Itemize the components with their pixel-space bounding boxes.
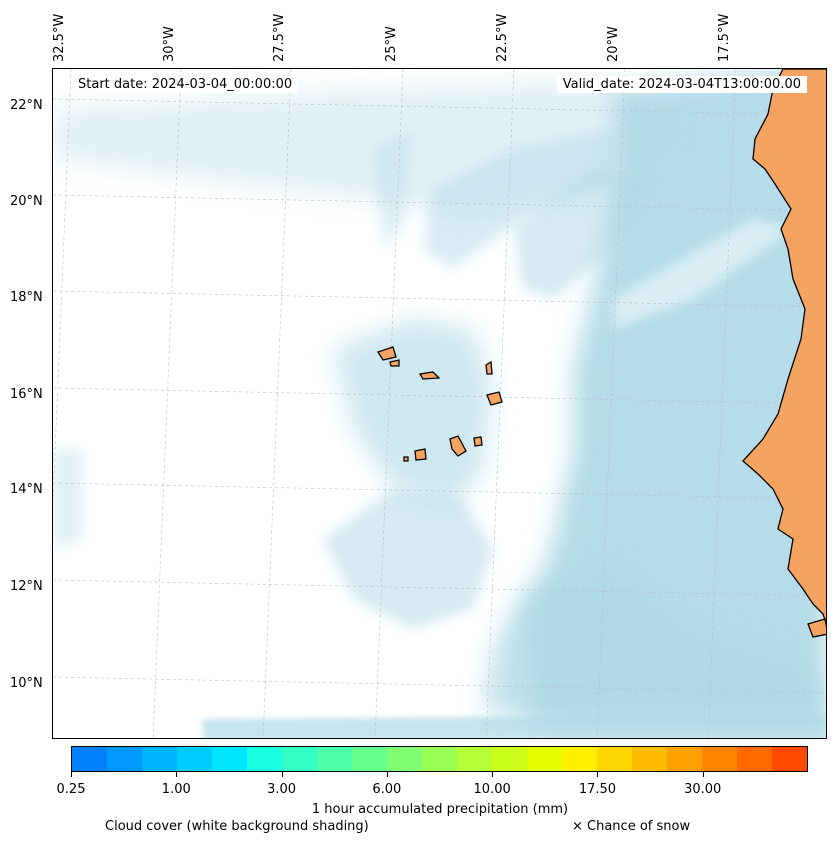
cloud-west-edge	[53, 449, 83, 549]
cape-verde-maio	[473, 436, 483, 447]
colorbar-label: 1 hour accumulated precipitation (mm)	[311, 802, 569, 817]
cape-verde-brava	[403, 456, 409, 462]
africa-coast	[742, 69, 826, 626]
clear-band	[613, 219, 793, 329]
precipitation-colorbar	[71, 746, 808, 772]
cape-verde-sal	[485, 360, 493, 375]
colorbar-tick-label: 10.00	[473, 782, 511, 797]
colorbar-segment	[562, 747, 597, 771]
start-date-label: Start date: 2024-03-04_00:00:00	[72, 76, 299, 93]
cloud-bottom-strip	[203, 714, 826, 738]
meridian-line	[485, 69, 515, 738]
latitude-label: 10°N	[10, 676, 43, 691]
colorbar-tick-label: 0.25	[56, 782, 86, 797]
meridian-line	[596, 69, 626, 738]
coast-south-islands	[807, 618, 826, 638]
colorbar-segment	[422, 747, 457, 771]
longitude-label: 17.5°W	[717, 13, 732, 62]
colorbar-segment	[772, 747, 807, 771]
cape-verde-sao-nicolau	[418, 371, 441, 380]
colorbar-segment	[702, 747, 737, 771]
meridian-line	[707, 69, 737, 738]
colorbar-segment	[212, 747, 247, 771]
colorbar-tick-label: 30.00	[684, 782, 722, 797]
longitude-label: 32.5°W	[52, 13, 67, 62]
colorbar-tick-mark	[176, 772, 178, 777]
colorbar-segment	[72, 747, 107, 771]
colorbar-tick-label: 17.50	[578, 782, 617, 797]
longitude-label: 30°W	[162, 26, 177, 62]
latitude-label: 16°N	[10, 387, 43, 402]
valid-date-label: Valid_date: 2024-03-04T13:00:00.00	[556, 76, 807, 93]
cloud-cover-caption: Cloud cover (white background shading)	[105, 819, 369, 834]
colorbar-tick-label: 1.00	[161, 782, 191, 797]
longitude-label: 20°W	[606, 26, 621, 62]
longitude-label: 22.5°W	[495, 13, 510, 62]
colorbar-tick-mark	[281, 772, 283, 777]
latitude-label: 20°N	[10, 194, 43, 209]
cape-verde-santo-antao	[377, 346, 397, 361]
colorbar-tick-label: 3.00	[267, 782, 297, 797]
latitude-label: 18°N	[10, 290, 43, 305]
colorbar-segment	[667, 747, 702, 771]
colorbar-segment	[142, 747, 177, 771]
latitude-label: 22°N	[10, 98, 43, 113]
meridian-line	[152, 69, 182, 738]
colorbar-tick-mark	[597, 772, 599, 777]
cape-verde-fogo	[414, 448, 427, 461]
cloud-cover-shading	[53, 69, 826, 738]
colorbar-tick-mark	[386, 772, 388, 777]
colorbar-segment	[247, 747, 282, 771]
cape-verde-boa-vista	[486, 391, 503, 406]
colorbar-segment	[107, 747, 142, 771]
colorbar-segment	[387, 747, 422, 771]
colorbar-tick-mark	[492, 772, 494, 777]
cloud-thin-streak	[373, 129, 413, 249]
colorbar-segment	[317, 747, 352, 771]
colorbar-segment	[457, 747, 492, 771]
meridian-line	[262, 69, 292, 738]
cape-verde-santiago	[449, 435, 467, 457]
colorbar-segment	[597, 747, 632, 771]
snow-caption: × Chance of snow	[572, 819, 691, 834]
map-canvas	[53, 69, 826, 738]
colorbar-segment	[527, 747, 562, 771]
colorbar-segment	[737, 747, 772, 771]
cloud-streak-2	[513, 169, 653, 299]
land-masses	[377, 69, 826, 638]
meridian-line	[374, 69, 404, 738]
colorbar-segment	[492, 747, 527, 771]
meridian-line	[53, 69, 72, 508]
colorbar-segment	[177, 747, 212, 771]
cloud-islands	[333, 319, 493, 509]
colorbar-segment	[352, 747, 387, 771]
colorbar-tick-mark	[702, 772, 704, 777]
longitude-label: 25°W	[384, 26, 399, 62]
longitude-label: 27.5°W	[272, 13, 287, 62]
cloud-mass-south	[483, 569, 826, 729]
latitude-label: 12°N	[10, 579, 43, 594]
cloud-streak-1	[423, 129, 613, 269]
graticule	[53, 69, 826, 738]
map-frame	[52, 68, 827, 739]
cloud-south-band	[323, 489, 493, 629]
colorbar-segment	[632, 747, 667, 771]
colorbar-segment	[282, 747, 317, 771]
colorbar-tick-mark	[71, 772, 72, 777]
colorbar-tick-label: 6.00	[372, 782, 402, 797]
cape-verde-sao-vicente	[389, 359, 400, 367]
latitude-label: 14°N	[10, 482, 43, 497]
